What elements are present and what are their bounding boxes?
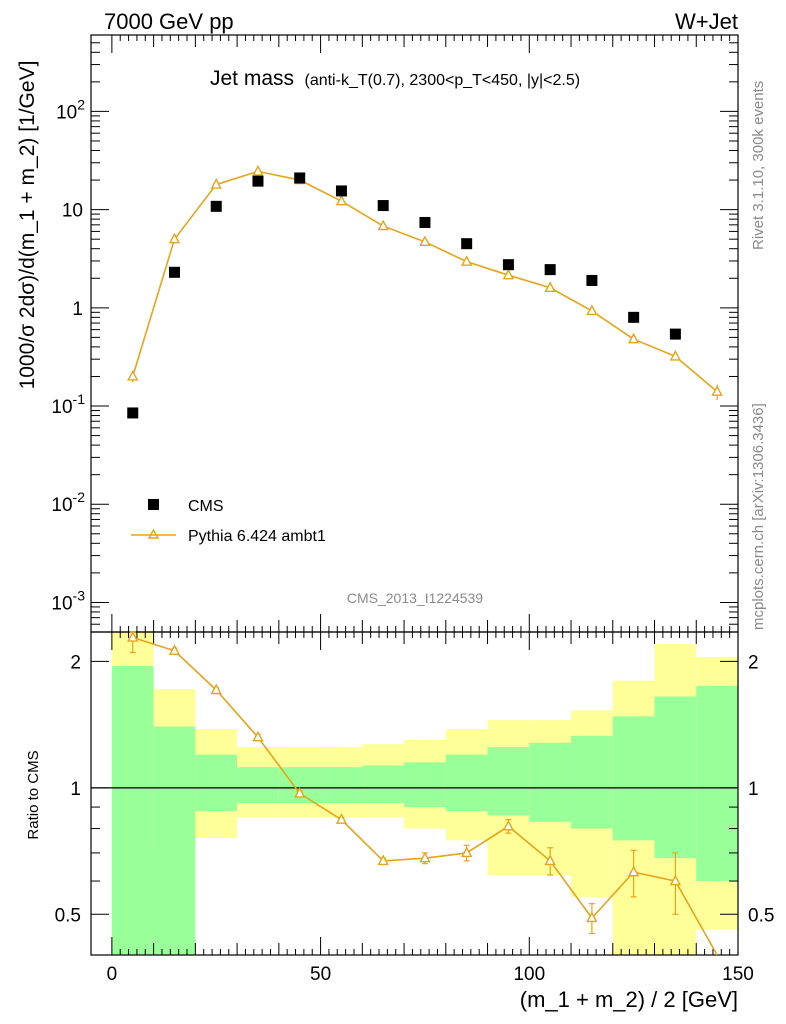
legend-pythia-marker (147, 528, 160, 539)
rivet-label: Rivet 3.1.10, 300k events (750, 81, 767, 250)
green-band-10 (529, 742, 572, 822)
title-detail: (anti-k_T(0.7), 2300<p_T<450, |y|<2.5) (304, 72, 580, 89)
xtick-label: 50 (310, 964, 331, 985)
process-label: W+Jet (675, 9, 738, 34)
ratio-ylabel: Ratio to CMS (25, 750, 42, 839)
ratio-point (210, 683, 222, 695)
green-band-3 (237, 767, 279, 804)
pythia-point (127, 369, 139, 381)
pythia-point (252, 164, 264, 176)
legend-cms-marker (148, 499, 159, 510)
ratio-ytick-label: 2 (70, 652, 81, 673)
pythia-point (586, 304, 598, 316)
pythia-point (377, 219, 389, 231)
cms-point (377, 200, 389, 212)
ratio-point (669, 874, 682, 886)
cms-point (586, 274, 598, 286)
cms-point (252, 175, 264, 187)
xtick-label: 150 (722, 964, 754, 985)
ratio-ytick-label: 1 (70, 779, 81, 800)
green-band-1 (153, 726, 196, 955)
cms-point (669, 328, 681, 340)
mcplots-label: mcplots.cern.ch [arXiv:1306.3436] (750, 403, 767, 630)
pythia-point (711, 385, 723, 396)
pythia-point (502, 268, 515, 280)
cms-point (419, 216, 431, 228)
pythia-point (544, 281, 556, 292)
main-ytick-label: 10-1 (51, 391, 85, 418)
green-band-8 (445, 754, 488, 812)
ratio-point (586, 911, 598, 923)
ratio-point (335, 813, 348, 824)
ratio-point (127, 631, 139, 642)
pythia-point (419, 235, 431, 247)
cms-point (461, 238, 473, 250)
main-ytick-label: 10-2 (51, 489, 85, 516)
pythia-point (461, 255, 473, 266)
green-band-5 (320, 767, 363, 804)
xtick-label: 0 (107, 964, 118, 985)
green-band-11 (571, 735, 613, 829)
ratio-frame (90, 631, 739, 956)
pythia-point (335, 194, 348, 206)
main-ytick-label: 102 (56, 96, 85, 123)
pythia-point (627, 332, 640, 344)
ratio-ytick-label-right: 1 (748, 779, 759, 800)
ratio-point (419, 851, 431, 863)
ratio-axis-ticks: 0.5 0.5 1 1 2 2 0 50 100 150 (55, 632, 774, 985)
chart-title: Jet mass (anti-k_T(0.7), 2300<p_T<450, |… (210, 67, 580, 90)
energy-label: 7000 GeV pp (104, 9, 234, 34)
ratio-point (544, 854, 556, 866)
cms-point (127, 407, 139, 419)
green-band-7 (404, 762, 446, 808)
ratio-ytick-label-right: 0.5 (748, 905, 774, 926)
green-band-2 (195, 754, 238, 812)
ratio-point (502, 819, 515, 831)
main-ytick-label: 10-3 (51, 587, 85, 614)
pythia-point (168, 232, 181, 244)
ratio-ytick-label: 0.5 (55, 905, 81, 926)
cms-point (294, 172, 306, 184)
pythia-point (210, 178, 222, 189)
pythia-point (669, 349, 682, 361)
xlabel: (m_1 + m_2) / 2 [GeV] (520, 987, 738, 1012)
cms-point (335, 185, 347, 197)
ratio-uncertainty-bands (111, 632, 738, 955)
main-ylabel: 1000/σ 2dσ)/d(m_1 + m_2) [1/GeV] (16, 61, 39, 390)
analysis-id: CMS_2013_I1224539 (347, 590, 483, 606)
ratio-point (168, 644, 181, 655)
green-band-0 (111, 666, 154, 955)
cms-point (502, 259, 514, 271)
cms-point (168, 266, 180, 278)
main-series (127, 164, 723, 419)
main-ytick-label: 10 (62, 201, 83, 222)
green-band-12 (612, 716, 655, 841)
xtick-label: 100 (513, 964, 545, 985)
green-band-9 (487, 747, 530, 816)
legend-pythia-label: Pythia 6.424 ambt1 (188, 528, 326, 545)
main-axis-ticks: 10-3 10-2 10-1 1 10 102 (51, 34, 739, 633)
cms-point (210, 200, 222, 212)
cms-point (628, 311, 640, 323)
green-band-13 (654, 696, 697, 859)
ratio-point (252, 730, 264, 742)
legend: CMS Pythia 6.424 ambt1 (131, 498, 326, 545)
ratio-ytick-label-right: 2 (748, 652, 759, 673)
main-ytick-label: 1 (72, 299, 83, 320)
ratio-point (377, 854, 389, 866)
ratio-point (294, 786, 306, 798)
green-band-6 (362, 765, 405, 804)
ratio-series (127, 631, 718, 956)
green-band-14 (696, 685, 738, 882)
cms-point (544, 264, 556, 276)
ratio-point (461, 846, 473, 858)
legend-cms-label: CMS (188, 498, 224, 515)
title-main: Jet mass (210, 67, 294, 90)
ratio-point (627, 865, 640, 877)
